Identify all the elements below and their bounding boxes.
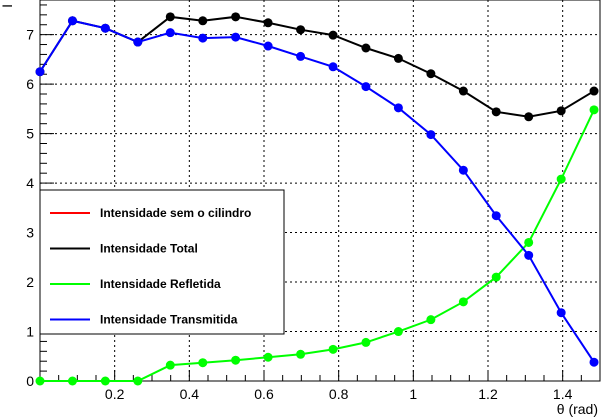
data-point (296, 25, 306, 35)
series-line (39, 19, 595, 363)
data-point (296, 349, 306, 359)
y-tick-label: 4 (26, 175, 34, 191)
y-axis-title: I (0, 4, 15, 8)
data-point (67, 376, 77, 386)
data-point (393, 327, 403, 337)
y-tick-label: 0 (26, 373, 34, 389)
x-tick-label: 0.2 (105, 386, 125, 402)
x-tick-label: 1 (409, 386, 417, 402)
data-point (426, 130, 436, 140)
data-point (458, 165, 468, 175)
data-point (67, 16, 77, 26)
data-point (198, 33, 208, 43)
data-point (328, 30, 338, 40)
data-point (328, 62, 338, 72)
data-point (589, 86, 599, 96)
data-point (524, 237, 534, 247)
x-tick-label: 0.8 (329, 386, 349, 402)
data-point (524, 250, 534, 260)
data-point (589, 357, 599, 367)
data-point (328, 344, 338, 354)
data-point (35, 376, 45, 386)
data-point (165, 12, 175, 22)
legend: Intensidade sem o cilindro Intensidade To… (39, 189, 285, 335)
x-tick-label: 1.2 (478, 386, 498, 402)
y-tick-label: 2 (26, 274, 34, 290)
data-point (556, 174, 566, 184)
data-point (556, 308, 566, 318)
series-intensidade-refletida (35, 105, 599, 386)
data-point (393, 103, 403, 113)
legend-label: Intensidade Total (100, 242, 198, 256)
data-point (491, 107, 501, 117)
data-point (458, 297, 468, 307)
data-point (263, 41, 273, 51)
x-tick-label: 0.4 (180, 386, 200, 402)
data-point (231, 32, 241, 42)
data-point (296, 51, 306, 61)
data-point (100, 23, 110, 33)
data-point (556, 106, 566, 116)
legend-label: Intensidade sem o cilindro (100, 206, 251, 220)
series-group (35, 0, 600, 386)
y-tick-label: 7 (26, 27, 34, 43)
series-intensidade-transmitida (35, 16, 599, 367)
y-tick-label: 5 (26, 126, 34, 142)
data-point (263, 18, 273, 28)
data-point (491, 211, 501, 221)
legend-label: Intensidade Refletida (100, 277, 221, 291)
data-point (393, 53, 403, 63)
data-point (231, 355, 241, 365)
series-line (40, 109, 595, 382)
legend-label: Intensidade Transmitida (100, 313, 238, 327)
y-tick-label: 3 (26, 225, 34, 241)
data-point (165, 28, 175, 38)
y-tick-label: 6 (26, 76, 34, 92)
data-point (100, 376, 110, 386)
data-point (491, 272, 501, 282)
data-point (426, 69, 436, 79)
data-point (133, 37, 143, 47)
data-point (35, 67, 45, 77)
x-tick-label: 0.6 (254, 386, 274, 402)
x-axis-title: θ (rad) (557, 401, 598, 417)
data-point (361, 43, 371, 53)
data-point (426, 315, 436, 325)
data-point (524, 112, 534, 122)
data-point (361, 82, 371, 92)
y-tick-label: 1 (26, 324, 34, 340)
data-point (231, 12, 241, 22)
data-point (589, 105, 599, 115)
data-point (165, 360, 175, 370)
data-point (133, 376, 143, 386)
x-tick-label: 1.4 (553, 386, 573, 402)
data-point (198, 16, 208, 26)
data-point (458, 86, 468, 96)
data-point (198, 358, 208, 368)
data-point (361, 337, 371, 347)
tick-labels: 0.2 0.4 0.6 0.8 1 1.2 1.4 0 1 2 3 4 5 6 7 (26, 27, 572, 402)
data-point (263, 352, 273, 362)
